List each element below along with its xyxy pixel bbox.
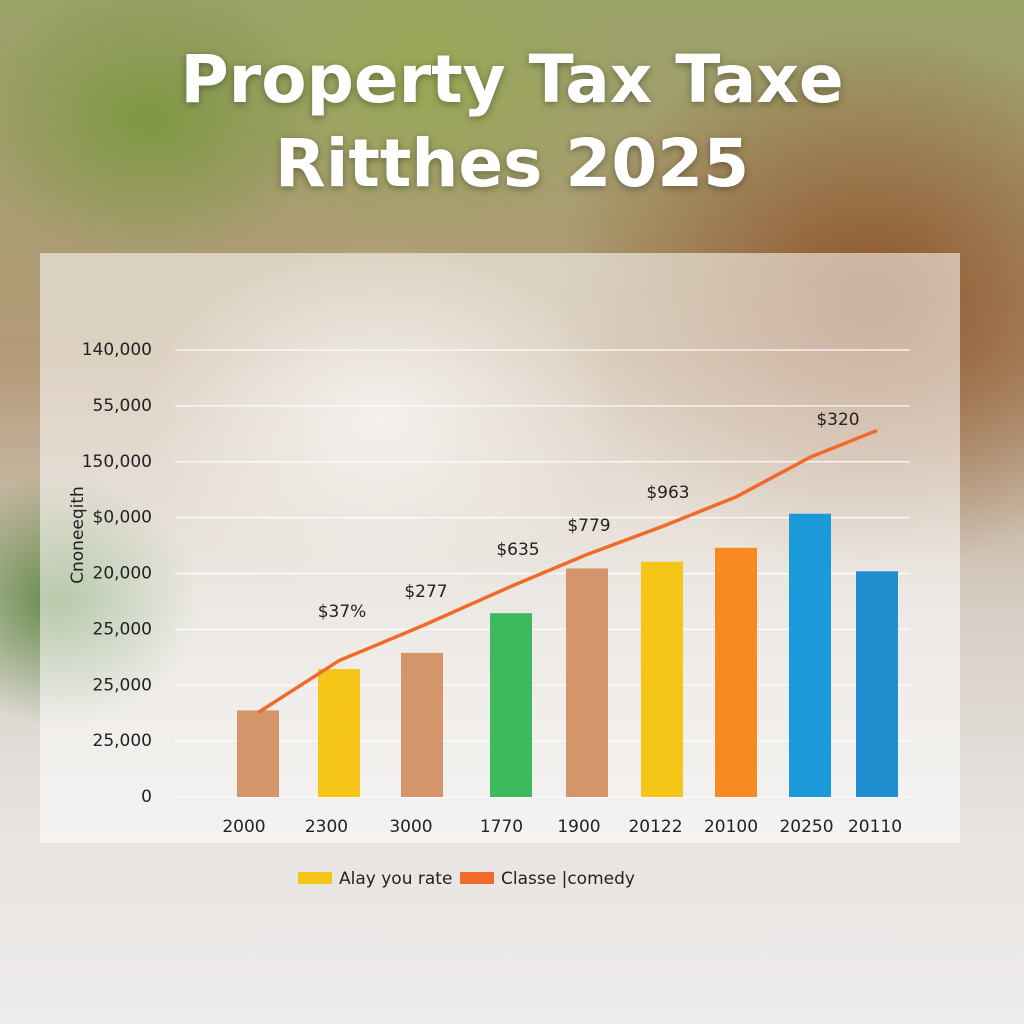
x-tick-label: 2000 [222, 817, 265, 837]
chart-title: Property Tax Taxe Ritthes 2025 [180, 41, 844, 202]
bar [715, 547, 757, 797]
x-tick-label: 20250 [779, 817, 833, 837]
x-tick-label: 1900 [557, 817, 600, 837]
line [257, 428, 878, 715]
annotation: $635 [496, 540, 539, 560]
bar [566, 568, 608, 797]
annotation: $277 [404, 582, 447, 602]
y-tick-label: 140,000 [82, 340, 152, 360]
bar [641, 561, 683, 797]
x-tick-label: 3000 [389, 817, 432, 837]
bar [318, 669, 360, 797]
y-tick-label: $0,000 [93, 508, 152, 528]
x-tick-label: 1770 [480, 817, 523, 837]
x-tick-label: 20110 [848, 817, 902, 837]
legend-swatch [460, 872, 494, 884]
y-tick-label: 25,000 [93, 675, 152, 695]
x-tick-label: 20122 [628, 817, 682, 837]
bar [401, 652, 443, 797]
y-tick-label: 20,000 [93, 564, 152, 584]
y-tick-label: 25,000 [93, 619, 152, 639]
y-tick-label: 150,000 [82, 452, 152, 472]
annotation: $37% [318, 602, 367, 622]
y-tick-label: 0 [141, 787, 152, 807]
legend-swatch [298, 872, 332, 884]
x-tick-label: 20100 [704, 817, 758, 837]
y-tick-label: 55,000 [93, 396, 152, 416]
y-axis-label: Cnoneeqith [68, 486, 88, 584]
x-tick-label: 2300 [305, 817, 348, 837]
bar [789, 513, 831, 797]
legend-label: Alay you rate [339, 869, 452, 889]
bar [237, 710, 279, 797]
bar [490, 613, 532, 797]
annotation: $320 [816, 410, 859, 430]
legend-label: Classe |comedy [501, 869, 635, 889]
annotation: $963 [646, 483, 689, 503]
bar [856, 571, 898, 797]
annotation: $779 [567, 516, 610, 536]
y-tick-label: 25,000 [93, 731, 152, 751]
